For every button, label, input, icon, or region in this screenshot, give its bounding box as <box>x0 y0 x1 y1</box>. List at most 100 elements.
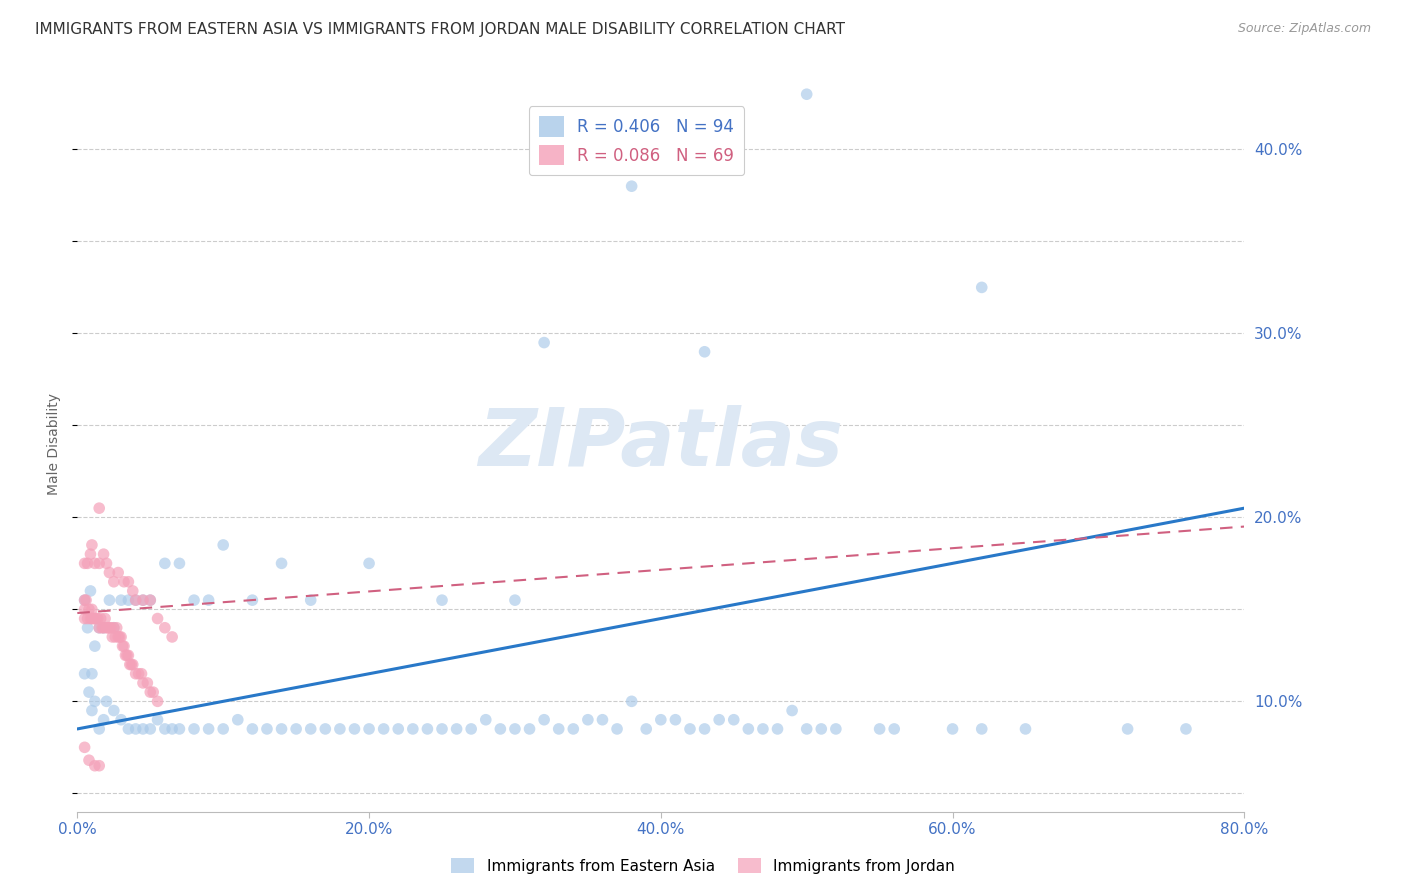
Point <box>115 648 138 663</box>
Point <box>132 676 155 690</box>
Point <box>80 704 103 718</box>
Point <box>183 722 205 736</box>
Text: ZIPatlas: ZIPatlas <box>478 405 844 483</box>
Point <box>118 657 141 672</box>
Point <box>132 593 155 607</box>
Point <box>96 557 118 571</box>
Legend: R = 0.406   N = 94, R = 0.086   N = 69: R = 0.406 N = 94, R = 0.086 N = 69 <box>529 106 744 175</box>
Point <box>314 722 336 736</box>
Point <box>128 666 150 681</box>
Point <box>824 722 846 736</box>
Point <box>117 722 139 736</box>
Point <box>110 713 132 727</box>
Point <box>117 574 139 589</box>
Point <box>98 621 121 635</box>
Point <box>146 713 169 727</box>
Point <box>83 611 105 625</box>
Point <box>240 722 263 736</box>
Point <box>84 611 107 625</box>
Point <box>883 722 905 736</box>
Point <box>121 583 143 598</box>
Point <box>240 593 263 607</box>
Point <box>80 611 103 625</box>
Point <box>79 611 101 625</box>
Point <box>169 722 191 736</box>
Point <box>737 722 759 736</box>
Point <box>146 611 169 625</box>
Point <box>1174 722 1197 736</box>
Point <box>226 713 249 727</box>
Point <box>446 722 468 736</box>
Point <box>970 722 993 736</box>
Point <box>709 713 731 727</box>
Point <box>73 557 96 571</box>
Point <box>77 753 100 767</box>
Point <box>83 694 105 708</box>
Point <box>103 704 125 718</box>
Point <box>83 639 105 653</box>
Point <box>76 611 98 625</box>
Point <box>79 583 101 598</box>
Point <box>620 694 643 708</box>
Point <box>91 621 114 635</box>
Point <box>124 593 148 607</box>
Point <box>357 722 380 736</box>
Point <box>136 676 159 690</box>
Point <box>533 713 555 727</box>
Point <box>73 593 96 607</box>
Point <box>89 621 111 635</box>
Point <box>373 722 395 736</box>
Point <box>810 722 832 736</box>
Point <box>103 621 125 635</box>
Text: Source: ZipAtlas.com: Source: ZipAtlas.com <box>1237 22 1371 36</box>
Point <box>96 694 118 708</box>
Point <box>650 713 672 727</box>
Point <box>93 713 115 727</box>
Point <box>76 557 98 571</box>
Point <box>942 722 965 736</box>
Point <box>90 611 112 625</box>
Point <box>112 639 135 653</box>
Point <box>73 740 96 755</box>
Point <box>110 630 132 644</box>
Point <box>416 722 439 736</box>
Point <box>430 593 453 607</box>
Point <box>160 630 183 644</box>
Point <box>679 722 702 736</box>
Point <box>620 179 643 194</box>
Point <box>101 630 124 644</box>
Point <box>103 574 125 589</box>
Point <box>87 611 110 625</box>
Point <box>693 344 716 359</box>
Point <box>110 593 132 607</box>
Point <box>77 685 100 699</box>
Point <box>80 602 103 616</box>
Point <box>153 557 176 571</box>
Point <box>89 501 111 516</box>
Point <box>96 621 118 635</box>
Point <box>82 611 104 625</box>
Point <box>93 621 115 635</box>
Point <box>139 722 162 736</box>
Point <box>98 566 121 580</box>
Point <box>111 639 134 653</box>
Point <box>183 593 205 607</box>
Point <box>77 602 100 616</box>
Point <box>98 593 121 607</box>
Legend: Immigrants from Eastern Asia, Immigrants from Jordan: Immigrants from Eastern Asia, Immigrants… <box>446 852 960 880</box>
Point <box>387 722 409 736</box>
Point <box>112 574 135 589</box>
Point <box>93 621 115 635</box>
Point <box>117 648 139 663</box>
Point <box>723 713 745 727</box>
Point <box>83 557 105 571</box>
Y-axis label: Male Disability: Male Disability <box>48 392 62 495</box>
Point <box>120 657 142 672</box>
Point <box>299 722 322 736</box>
Point <box>79 547 101 561</box>
Point <box>132 593 155 607</box>
Point <box>576 713 599 727</box>
Point <box>869 722 891 736</box>
Point <box>796 87 818 102</box>
Point <box>475 713 498 727</box>
